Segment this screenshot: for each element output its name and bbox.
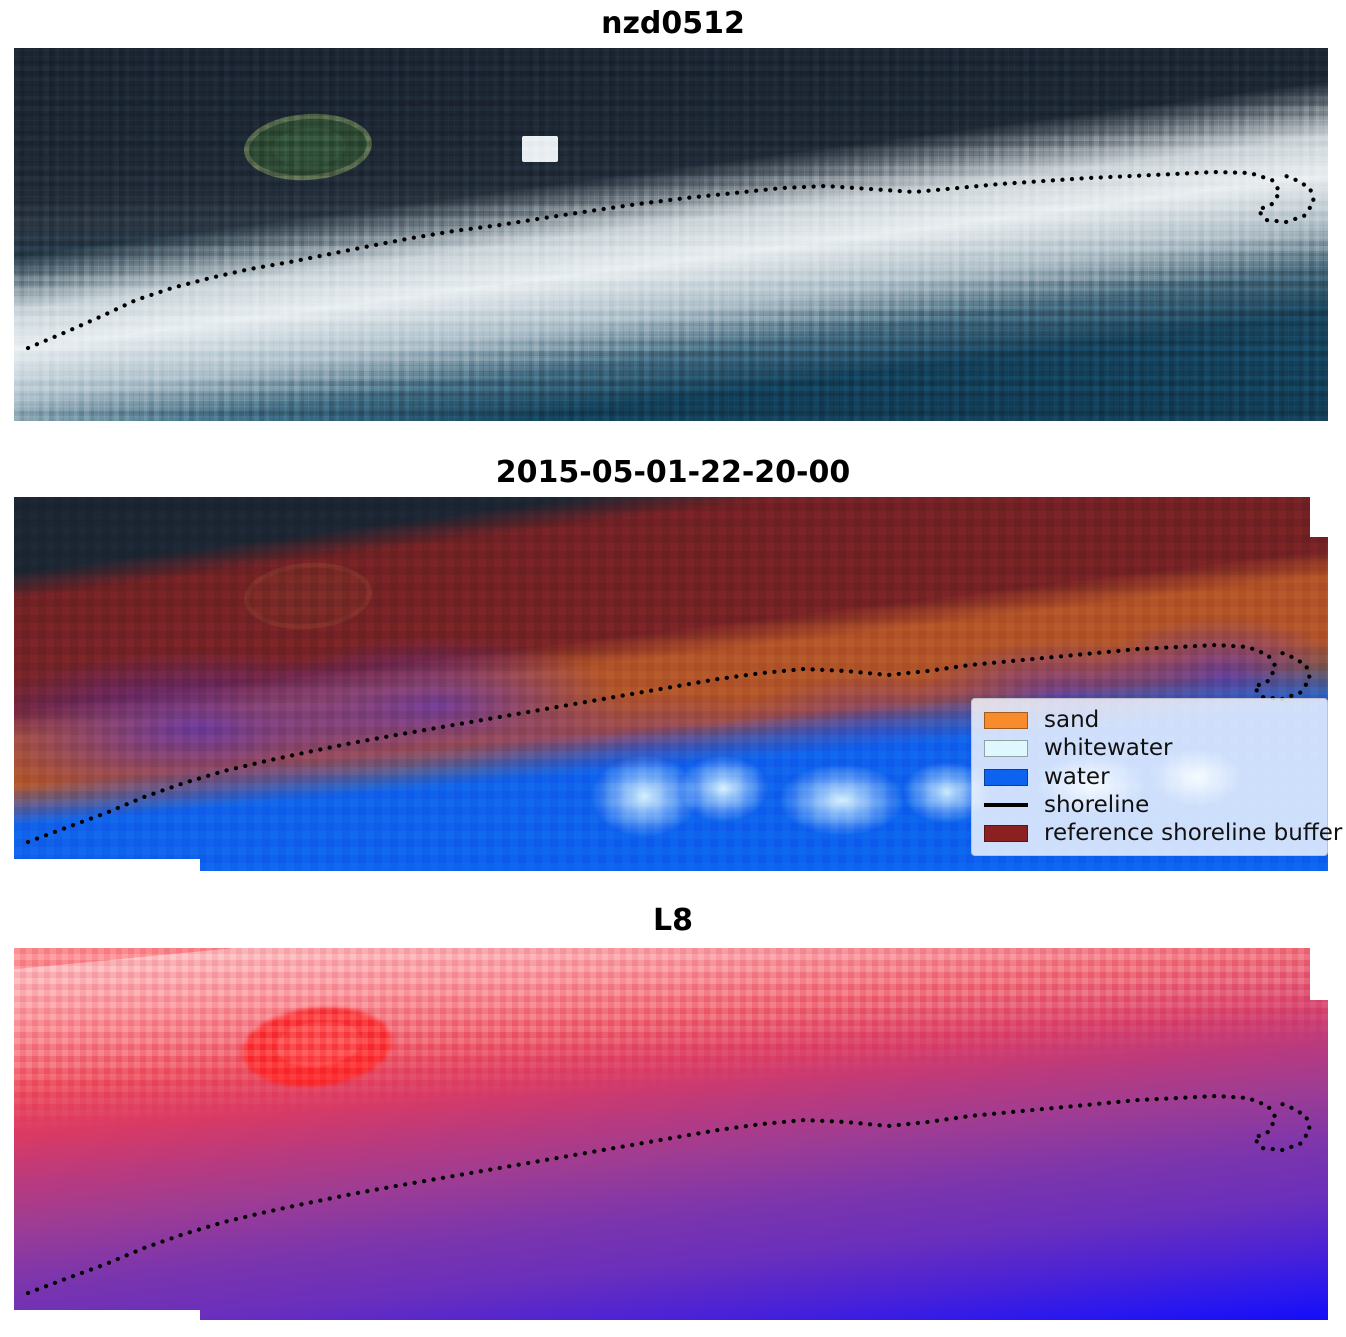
legend-item-whitewater[interactable]: whitewater [984, 735, 1317, 762]
legend[interactable]: sand whitewater water shoreline referenc… [971, 698, 1342, 856]
reference-buffer-swatch-icon [984, 825, 1028, 842]
panel-title-1: nzd0512 [601, 6, 745, 41]
whitewater-swatch-icon [984, 740, 1028, 758]
panel-spectral-index[interactable] [14, 948, 1328, 1320]
legend-label-reference-buffer: reference shoreline buffer [1044, 820, 1343, 846]
panel-satellite-rgb[interactable] [14, 48, 1328, 421]
panel-title-2: 2015-05-01-22-20-00 [495, 455, 851, 490]
panel2-right-notch [1310, 497, 1328, 537]
legend-item-reference-buffer[interactable]: reference shoreline buffer [984, 820, 1342, 847]
legend-item-sand[interactable]: sand [984, 707, 1317, 734]
index-pixel-noise [14, 948, 1328, 1320]
shoreline-line-icon [984, 797, 1028, 814]
water-swatch-icon [984, 768, 1028, 786]
legend-label-sand: sand [1044, 707, 1100, 733]
legend-item-water[interactable]: water [984, 764, 1317, 791]
pixel-noise-layer-fine [14, 48, 1328, 421]
panel3-bottom-left-notch [14, 1310, 200, 1320]
legend-label-shoreline: shoreline [1044, 791, 1150, 818]
legend-label-water: water [1044, 763, 1110, 790]
panel3-right-notch [1310, 948, 1328, 1000]
legend-label-whitewater: whitewater [1044, 735, 1173, 762]
sand-swatch-icon [984, 712, 1028, 729]
legend-item-shoreline[interactable]: shoreline [984, 792, 1317, 819]
panel-title-3: L8 [653, 903, 693, 938]
panel2-bottom-left-notch [14, 859, 200, 871]
bright-building [522, 136, 558, 162]
